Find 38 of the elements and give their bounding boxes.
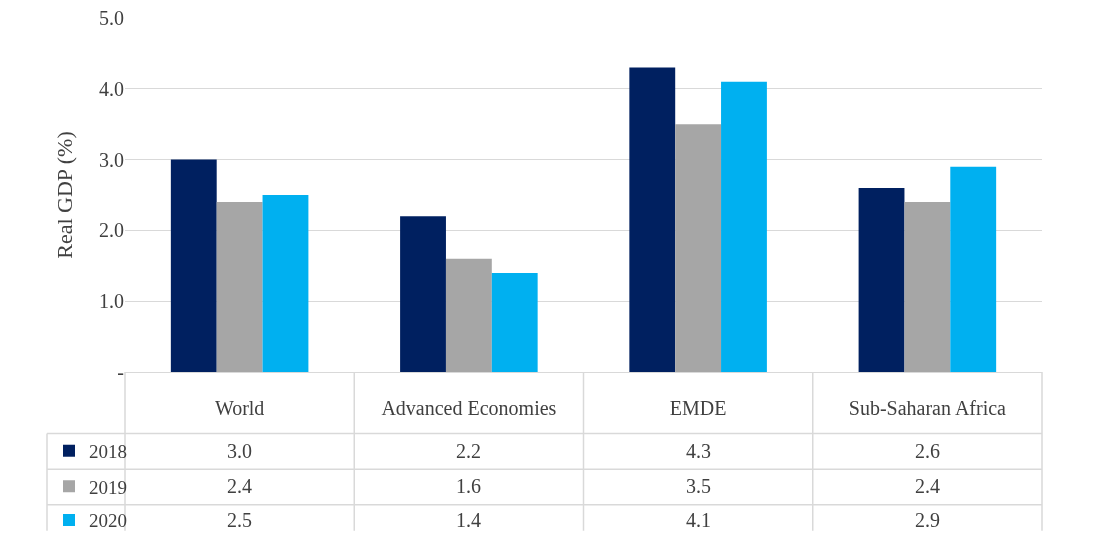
data-label: 2.2 [456,440,481,462]
data-label: 2.5 [227,509,252,531]
data-label: 2.4 [915,475,940,497]
y-tick-label: 3.0 [99,148,124,171]
legend-label: 2018 [89,441,127,463]
y-axis-title: Real GDP (%) [51,131,77,259]
bar [170,159,217,372]
x-tick-label: Advanced Economies [381,397,557,419]
data-label: 4.3 [686,440,711,462]
data-label: 4.1 [686,509,711,531]
x-tick-label: World [214,397,265,419]
y-tick-label: - [117,361,124,383]
bar [445,258,492,372]
legend-label: 2019 [89,476,127,498]
x-tick-label: Sub-Saharan Africa [848,397,1007,419]
data-label: 3.5 [686,475,711,497]
bar [721,81,767,372]
bar [858,187,905,372]
y-tick-label: 4.0 [99,77,124,100]
bar [950,166,997,372]
data-label: 2.4 [227,475,252,497]
bar [400,216,446,372]
bar [262,195,309,372]
data-label: 2.9 [915,509,940,531]
bar [491,272,538,372]
data-label: 2.6 [915,440,940,462]
y-tick-label: 2.0 [99,219,124,242]
x-tick-label: EMDE [669,397,727,419]
y-tick-label: 5.0 [99,7,124,29]
bar [675,124,722,372]
legend-label: 2020 [89,510,127,532]
data-label: 1.4 [456,509,481,531]
data-label: 3.0 [227,440,252,462]
bar [629,67,676,372]
bar [904,202,951,372]
bar [216,202,263,372]
y-tick-label: 1.0 [99,290,124,313]
data-label: 1.6 [456,475,481,497]
